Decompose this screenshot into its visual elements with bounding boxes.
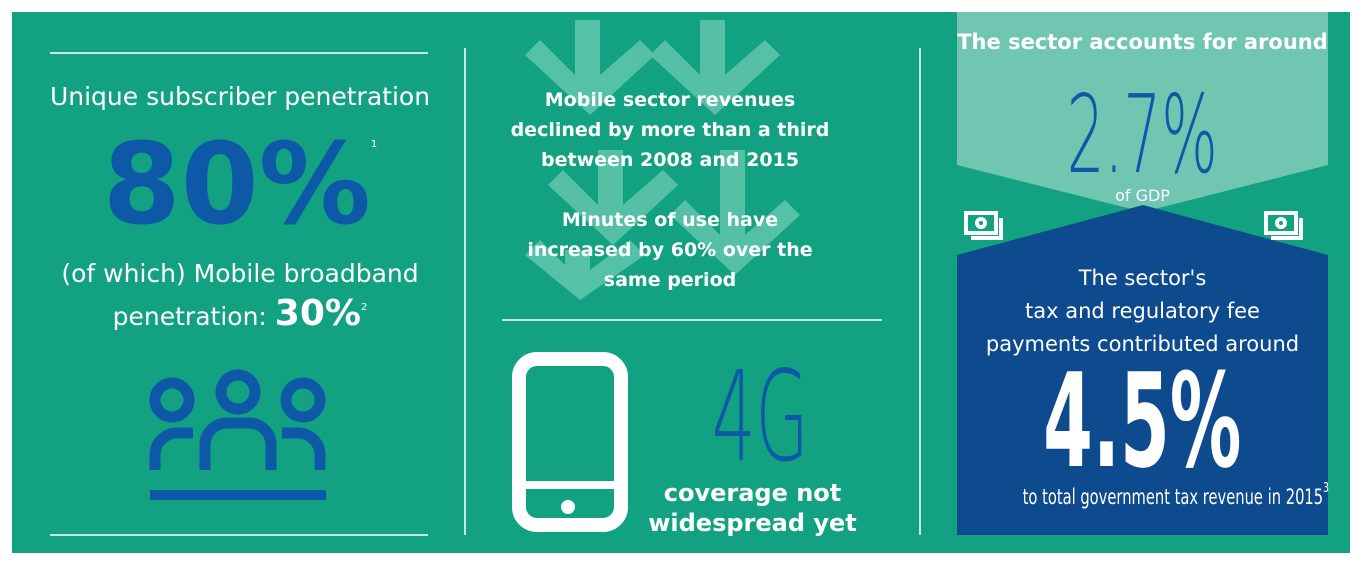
broadband-stat: 30% xyxy=(274,293,361,334)
text-line: declined by more than a third xyxy=(510,119,830,141)
people-icon-base xyxy=(150,490,326,500)
footnote: 1 xyxy=(370,139,378,150)
text-line: to total government tax revenue in 2015 xyxy=(1022,485,1324,509)
text-line: coverage not xyxy=(663,479,842,507)
text-line: payments contributed around xyxy=(985,332,1300,356)
text-line: (of which) Mobile broadband xyxy=(61,259,419,288)
gdp-text: of GDP xyxy=(1115,186,1170,205)
stat-value: 80% xyxy=(102,120,371,250)
decline-arrows xyxy=(525,20,800,300)
tax-lead: The sector's tax and regulatory fee paym… xyxy=(957,262,1328,361)
text-line: Mobile sector revenues xyxy=(544,89,796,111)
tax-text-value: to total government tax revenue in 20153 xyxy=(1022,481,1329,509)
text-line: increased by 60% over the xyxy=(527,239,813,261)
gdp-shape xyxy=(957,12,1328,212)
people-icon xyxy=(149,369,326,470)
text-line: The sector's xyxy=(1078,266,1207,290)
revenue-text: Mobile sector revenues declined by more … xyxy=(480,85,860,175)
phone-button xyxy=(561,500,575,514)
network-stat: 4G xyxy=(660,355,860,480)
subscriber-title: Unique subscriber penetration xyxy=(49,82,431,111)
text-line: Minutes of use have xyxy=(561,209,779,231)
footnote: 3 xyxy=(1323,481,1329,496)
money-icon xyxy=(964,211,1303,240)
text-line: between 2008 and 2015 xyxy=(541,149,799,171)
tax-value: 4.5% xyxy=(1043,345,1242,497)
phone-icon xyxy=(512,352,628,532)
subscriber-stat: 80%1 xyxy=(40,120,440,250)
tax-text: to total government tax revenue in 20153 xyxy=(957,481,1329,509)
text-line: tax and regulatory fee xyxy=(1025,299,1260,323)
gdp-stat: 2.7% xyxy=(957,78,1328,193)
text-line: widespread yet xyxy=(648,509,857,537)
coverage-text: coverage not widespread yet xyxy=(640,478,865,538)
text-line: penetration: xyxy=(112,302,267,331)
gdp-value: 2.7% xyxy=(1067,73,1218,198)
broadband-text: (of which) Mobile broadband penetration:… xyxy=(40,254,440,337)
minutes-text: Minutes of use have increased by 60% ove… xyxy=(480,205,860,295)
text-line: same period xyxy=(603,269,737,291)
gdp-lead: The sector accounts for around xyxy=(957,30,1328,54)
footnote: 2 xyxy=(360,302,368,313)
network-value: 4G xyxy=(711,345,809,490)
tax-stat: 4.5% xyxy=(957,356,1328,486)
tax-shape xyxy=(957,205,1328,535)
